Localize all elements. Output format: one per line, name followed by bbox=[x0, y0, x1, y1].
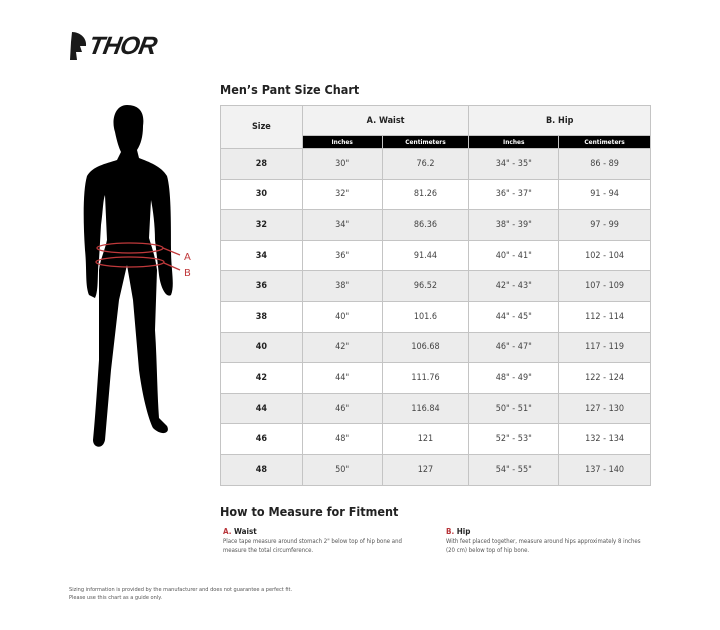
value-cell: 50" bbox=[301, 453, 383, 486]
value-cell: 46" bbox=[301, 392, 383, 425]
size-cell: 36 bbox=[220, 270, 303, 302]
table-row: 48 50" 127 54" - 55" 137 - 140 bbox=[220, 453, 651, 486]
size-cell: 46 bbox=[220, 423, 303, 455]
waist-letter: A. bbox=[223, 527, 232, 536]
table-row: 30 32" 81.26 36" - 37" 91 - 94 bbox=[220, 178, 651, 211]
howto-title: How to Measure for Fitment bbox=[220, 504, 399, 519]
value-cell: 107 - 109 bbox=[558, 270, 651, 302]
value-cell: 50" - 51" bbox=[468, 392, 560, 425]
subheader: Inches bbox=[301, 135, 383, 149]
value-cell: 52" - 53" bbox=[468, 423, 560, 455]
table-row: 44 46" 116.84 50" - 51" 127 - 130 bbox=[220, 392, 651, 425]
value-cell: 44" - 45" bbox=[468, 300, 560, 333]
size-cell: 30 bbox=[220, 178, 303, 211]
logo-text: THOR bbox=[86, 31, 159, 60]
value-cell: 48" bbox=[301, 423, 383, 455]
hip-letter: B. bbox=[446, 527, 455, 536]
value-cell: 46" - 47" bbox=[468, 331, 560, 364]
value-cell: 101.6 bbox=[381, 300, 470, 333]
value-cell: 97 - 99 bbox=[558, 209, 651, 241]
value-cell: 42" bbox=[301, 331, 383, 364]
disclaimer: Sizing information is provided by the ma… bbox=[69, 586, 292, 602]
value-cell: 36" - 37" bbox=[468, 178, 560, 211]
value-cell: 40" - 41" bbox=[468, 239, 560, 272]
value-cell: 122 - 124 bbox=[558, 362, 651, 394]
subheader: Inches bbox=[468, 135, 560, 149]
size-header: Size bbox=[220, 105, 303, 149]
value-cell: 34" bbox=[301, 209, 383, 241]
value-cell: 91.44 bbox=[381, 239, 470, 272]
table-row: 28 30" 76.2 34" - 35" 86 - 89 bbox=[220, 148, 651, 180]
value-cell: 54" - 55" bbox=[468, 453, 560, 486]
value-cell: 121 bbox=[381, 423, 470, 455]
value-cell: 111.76 bbox=[381, 362, 470, 394]
size-cell: 28 bbox=[220, 148, 303, 180]
table-row: 42 44" 111.76 48" - 49" 122 - 124 bbox=[220, 362, 651, 394]
value-cell: 36" bbox=[301, 239, 383, 272]
value-cell: 38" - 39" bbox=[468, 209, 560, 241]
value-cell: 102 - 104 bbox=[558, 239, 651, 272]
hip-text: With feet placed together, measure aroun… bbox=[446, 538, 641, 554]
helmet-icon bbox=[70, 32, 87, 60]
value-cell: 127 bbox=[381, 453, 470, 486]
disclaimer-line: Please use this chart as a guide only. bbox=[69, 595, 163, 601]
size-cell: 34 bbox=[220, 239, 303, 272]
value-cell: 38" bbox=[301, 270, 383, 302]
marker-a: A bbox=[184, 252, 191, 263]
size-cell: 44 bbox=[220, 392, 303, 425]
value-cell: 106.68 bbox=[381, 331, 470, 364]
value-cell: 42" - 43" bbox=[468, 270, 560, 302]
size-cell: 48 bbox=[220, 453, 303, 486]
table-row: 36 38" 96.52 42" - 43" 107 - 109 bbox=[220, 270, 651, 302]
size-cell: 32 bbox=[220, 209, 303, 241]
disclaimer-line: Sizing information is provided by the ma… bbox=[69, 587, 293, 593]
table-row: 38 40" 101.6 44" - 45" 112 - 114 bbox=[220, 300, 651, 333]
value-cell: 86 - 89 bbox=[558, 148, 651, 180]
waist-label: Waist bbox=[233, 527, 257, 536]
value-cell: 96.52 bbox=[381, 270, 470, 302]
hip-note: B. Hip With feet placed together, measur… bbox=[446, 527, 646, 555]
size-cell: 42 bbox=[220, 362, 303, 394]
size-chart-table: Size A. Waist B. Hip Inches Centimeters … bbox=[220, 105, 651, 486]
waist-text: Place tape measure around stomach 2" bel… bbox=[223, 538, 402, 554]
table-row: 34 36" 91.44 40" - 41" 102 - 104 bbox=[220, 239, 651, 272]
marker-b: B bbox=[184, 268, 191, 279]
table-row: 40 42" 106.68 46" - 47" 117 - 119 bbox=[220, 331, 651, 364]
value-cell: 132 - 134 bbox=[558, 423, 651, 455]
value-cell: 117 - 119 bbox=[558, 331, 651, 364]
value-cell: 40" bbox=[301, 300, 383, 333]
waist-header: A. Waist bbox=[301, 105, 470, 136]
value-cell: 48" - 49" bbox=[468, 362, 560, 394]
hip-header: B. Hip bbox=[468, 105, 651, 136]
value-cell: 86.36 bbox=[381, 209, 470, 241]
subheader: Centimeters bbox=[381, 135, 470, 149]
value-cell: 81.26 bbox=[381, 178, 470, 211]
value-cell: 91 - 94 bbox=[558, 178, 651, 211]
size-cell: 40 bbox=[220, 331, 303, 364]
value-cell: 76.2 bbox=[381, 148, 470, 180]
subheader: Centimeters bbox=[558, 135, 651, 149]
table-row: 32 34" 86.36 38" - 39" 97 - 99 bbox=[220, 209, 651, 241]
body-silhouette: A B bbox=[83, 105, 191, 447]
value-cell: 112 - 114 bbox=[558, 300, 651, 333]
thor-logo: THOR bbox=[68, 30, 159, 62]
waist-note: A. Waist Place tape measure around stoma… bbox=[223, 527, 423, 555]
value-cell: 116.84 bbox=[381, 392, 470, 425]
chart-title: Men’s Pant Size Chart bbox=[220, 82, 360, 97]
value-cell: 32" bbox=[301, 178, 383, 211]
value-cell: 44" bbox=[301, 362, 383, 394]
value-cell: 127 - 130 bbox=[558, 392, 651, 425]
value-cell: 137 - 140 bbox=[558, 453, 651, 486]
size-cell: 38 bbox=[220, 300, 303, 333]
value-cell: 30" bbox=[301, 148, 383, 180]
table-row: 46 48" 121 52" - 53" 132 - 134 bbox=[220, 423, 651, 455]
hip-label: Hip bbox=[456, 527, 471, 536]
value-cell: 34" - 35" bbox=[468, 148, 560, 180]
